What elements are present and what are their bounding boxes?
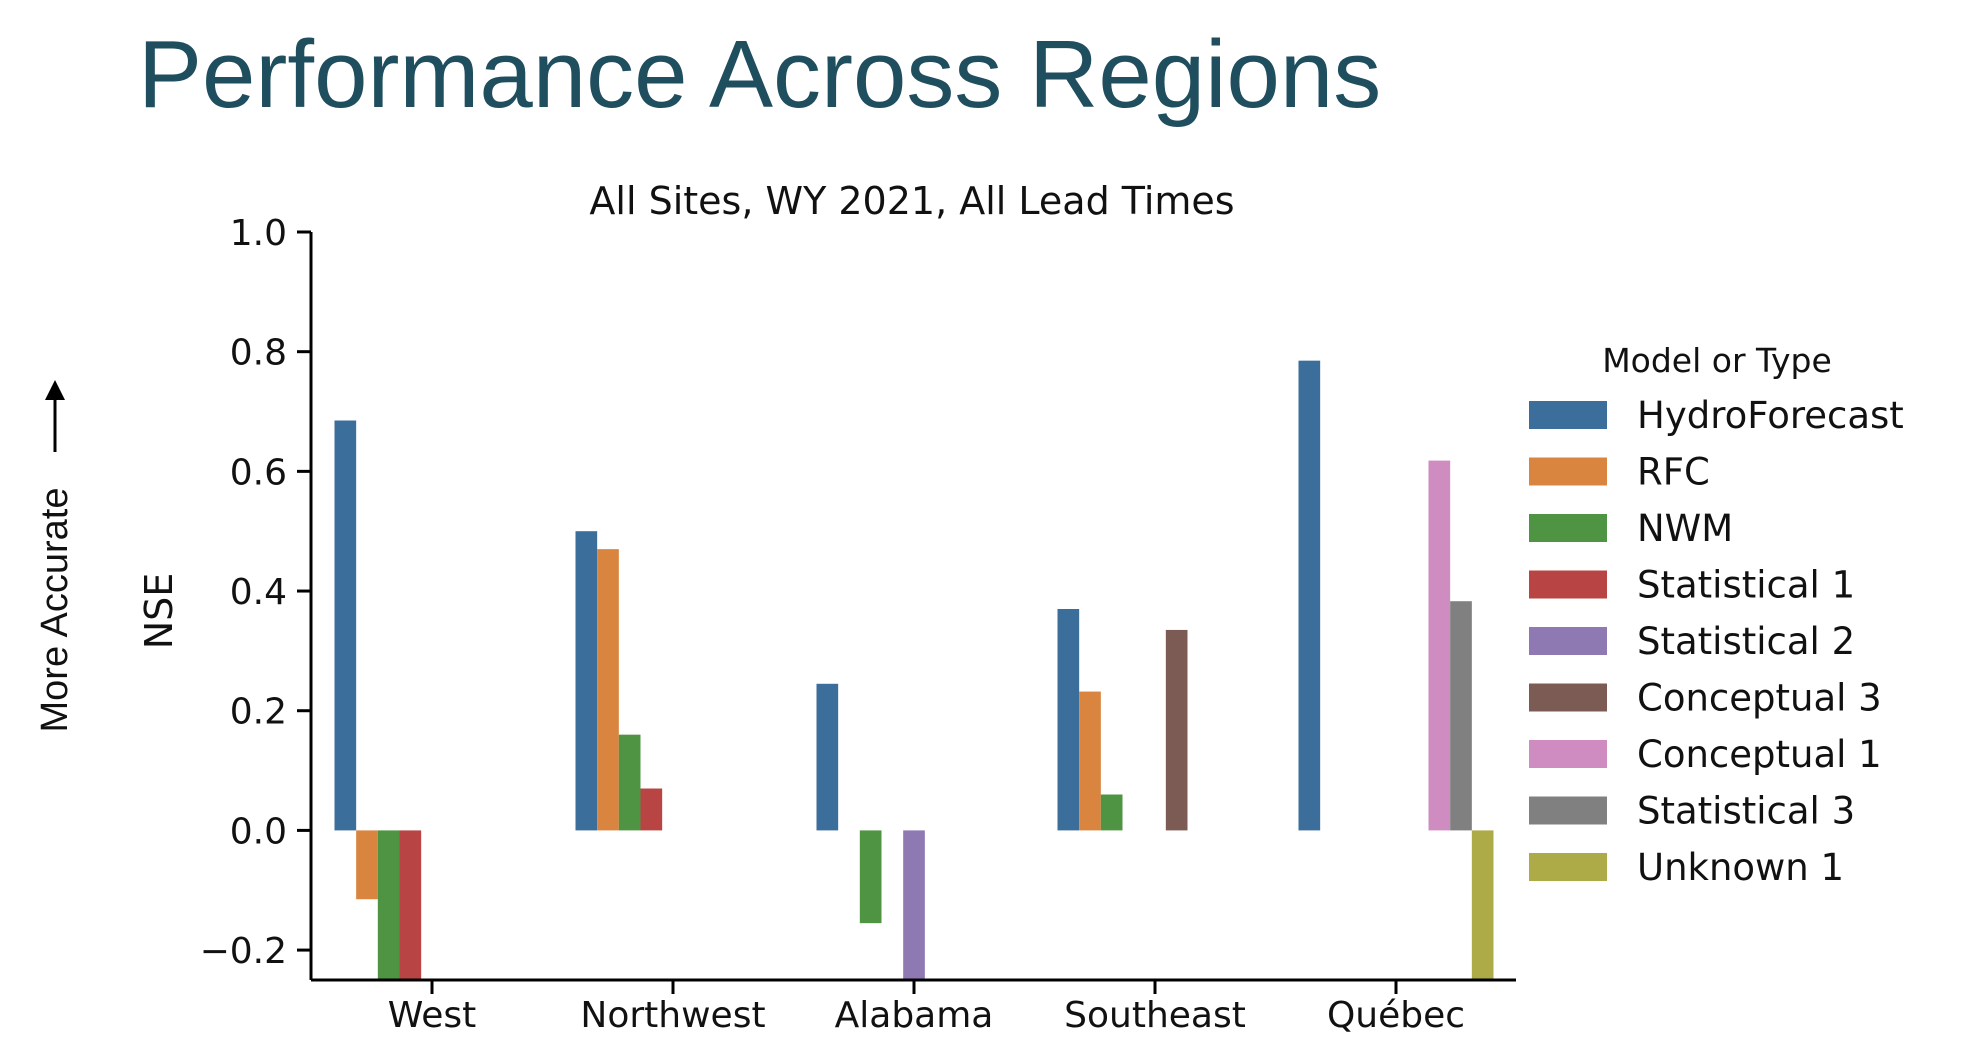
y-axis-label: NSE xyxy=(137,573,181,650)
plot-area: −0.2 0.0 0.2 0.4 0.6 0.8 1.0 West Northwest Alab… xyxy=(200,213,1516,1036)
x-tick-label: Southeast xyxy=(1064,995,1246,1036)
bar-west-statistical-1 xyxy=(399,830,422,980)
bar-west-nwm xyxy=(377,830,400,980)
chart-title: All Sites, WY 2021, All Lead Times xyxy=(589,179,1234,223)
more-accurate-annotation: More Accurate xyxy=(34,380,76,733)
legend-swatch xyxy=(1529,683,1607,712)
bar-qubec-unknown-1 xyxy=(1471,830,1494,980)
legend: Model or Type HydroForecast RFC NWM Statist… xyxy=(1529,341,1904,889)
bar-qubec-hydroforecast xyxy=(1298,360,1321,831)
x-ticks: West Northwest Alabama Southeast Québec xyxy=(388,980,1465,1036)
more-accurate-label: More Accurate xyxy=(34,488,76,733)
bar-southeast-conceptual-3 xyxy=(1165,629,1188,831)
legend-swatch xyxy=(1529,570,1607,599)
y-tick-label: 1.0 xyxy=(230,213,287,254)
legend-entry: Statistical 3 xyxy=(1637,790,1855,833)
y-ticks: −0.2 0.0 0.2 0.4 0.6 0.8 1.0 xyxy=(200,213,311,972)
legend-swatch xyxy=(1529,457,1607,486)
bar-southeast-hydroforecast xyxy=(1057,608,1080,831)
bar-west-rfc xyxy=(356,830,378,900)
bar-northwest-nwm xyxy=(618,734,641,831)
bar-southeast-nwm xyxy=(1100,794,1123,831)
legend-entry: NWM xyxy=(1637,507,1733,550)
legend-swatch xyxy=(1529,796,1607,825)
y-tick-label: 0.6 xyxy=(230,452,287,493)
legend-swatch xyxy=(1529,740,1607,768)
legend-entry: Statistical 1 xyxy=(1637,564,1855,607)
bar-qubec-statistical-3 xyxy=(1450,601,1472,831)
x-tick-label: Alabama xyxy=(835,995,994,1036)
legend-entry: HydroForecast xyxy=(1637,394,1904,437)
bar-northwest-hydroforecast xyxy=(575,531,598,831)
y-tick-label: −0.2 xyxy=(200,931,287,972)
x-tick-label: Québec xyxy=(1327,995,1465,1036)
legend-swatch xyxy=(1529,853,1607,881)
bar-northwest-statistical-1 xyxy=(640,788,663,831)
x-tick-label: West xyxy=(388,995,477,1036)
legend-entry: Statistical 2 xyxy=(1637,620,1855,663)
y-tick-label: 0.8 xyxy=(230,333,287,374)
y-tick-label: 0.0 xyxy=(230,811,287,852)
legend-entry: Unknown 1 xyxy=(1637,846,1844,889)
x-tick-label: Northwest xyxy=(580,995,765,1036)
bar-qubec-conceptual-1 xyxy=(1428,460,1451,831)
legend-entry: Conceptual 1 xyxy=(1637,733,1882,776)
legend-entry: RFC xyxy=(1637,451,1710,494)
legend-swatch xyxy=(1529,514,1607,542)
bar-alabama-nwm xyxy=(859,830,882,924)
bar-west-hydroforecast xyxy=(334,420,357,831)
bar-alabama-statistical-2 xyxy=(903,830,925,980)
y-tick-label: 0.2 xyxy=(230,692,287,733)
legend-title: Model or Type xyxy=(1602,341,1832,380)
legend-entry: Conceptual 3 xyxy=(1637,677,1882,720)
legend-swatch xyxy=(1529,627,1607,655)
y-tick-label: 0.4 xyxy=(230,572,287,613)
legend-swatch xyxy=(1529,401,1607,429)
bar-northwest-rfc xyxy=(597,549,619,831)
page-title: Performance Across Regions xyxy=(138,21,1382,128)
bar-southeast-rfc xyxy=(1079,691,1101,831)
bar-alabama-hydroforecast xyxy=(816,683,839,831)
arrow-head-icon xyxy=(45,380,65,400)
bars xyxy=(334,360,1494,980)
